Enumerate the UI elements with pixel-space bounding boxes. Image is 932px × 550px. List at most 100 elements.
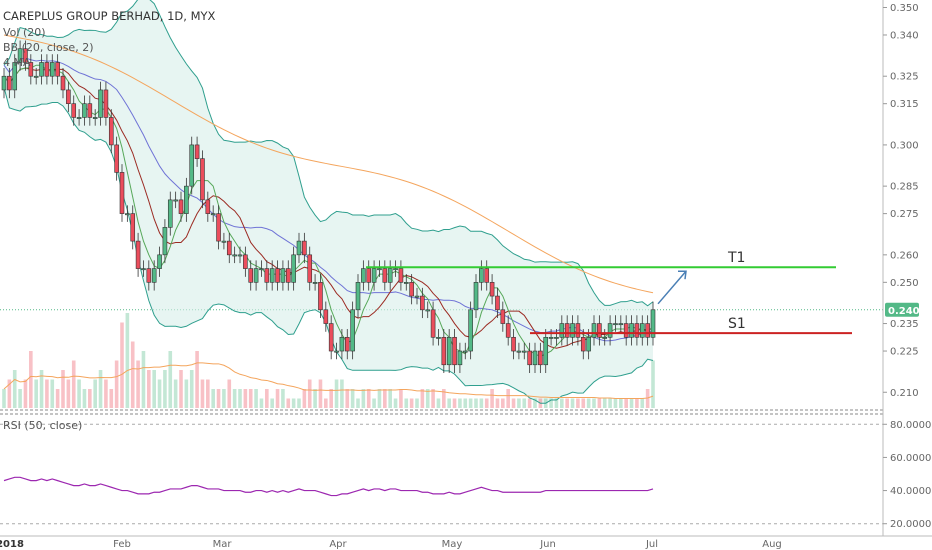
candle: [259, 260, 264, 277]
volume-bar: [88, 389, 92, 408]
candle: [355, 274, 361, 319]
candle: [1, 67, 7, 99]
candle-body: [366, 268, 372, 283]
candle: [473, 274, 479, 319]
candle: [554, 329, 559, 346]
volume-bar: [259, 398, 264, 408]
volume-bar: [189, 370, 194, 408]
volume-bar: [436, 398, 441, 408]
candle-body: [580, 336, 586, 352]
volume-bar: [527, 398, 532, 408]
volume-bar: [173, 379, 178, 408]
candle: [334, 342, 339, 360]
candle: [521, 342, 527, 360]
candle: [226, 232, 232, 264]
volume-bar: [388, 389, 392, 408]
candle-body: [259, 268, 264, 271]
volume-bar: [243, 389, 248, 408]
candle: [210, 205, 216, 222]
candle: [146, 260, 152, 291]
bollinger-lower: [3, 87, 654, 404]
volume-bar: [157, 379, 162, 408]
candle: [575, 315, 581, 346]
candle: [559, 315, 565, 346]
price-tick-label: 0.225: [890, 347, 919, 358]
volume-bar: [98, 370, 103, 408]
candle-body: [446, 336, 452, 366]
candle: [393, 260, 398, 277]
candle: [269, 260, 275, 291]
candle-body: [639, 323, 645, 338]
volume-bar: [431, 389, 435, 408]
volume-bar: [463, 398, 468, 408]
candle-body: [613, 323, 618, 326]
candle: [114, 136, 119, 181]
volume-bar: [442, 389, 446, 408]
volume-bar: [291, 398, 296, 408]
time-tick-label: Apr: [329, 539, 347, 550]
candle: [339, 329, 345, 360]
candle-body: [430, 309, 436, 338]
candle-body: [28, 62, 34, 77]
candle: [194, 136, 200, 167]
candle-body: [371, 268, 377, 283]
volume-bar: [372, 398, 376, 408]
candle-body: [12, 62, 18, 91]
volume-bar: [39, 370, 44, 408]
volume-bar: [366, 389, 371, 408]
price-tick-label: 0.285: [890, 182, 919, 193]
volume-bar: [286, 398, 291, 408]
candle-body: [76, 117, 82, 119]
candle: [328, 315, 334, 360]
candle-body: [232, 254, 237, 257]
candle: [527, 342, 532, 374]
projection-arrow: [657, 270, 687, 305]
candle-body: [452, 336, 457, 366]
candle-body: [119, 172, 125, 214]
candle-body: [591, 323, 597, 338]
candle: [409, 274, 414, 305]
candle: [71, 95, 77, 126]
volume-bar: [200, 379, 205, 408]
candle-body: [1, 75, 7, 91]
candle-body: [575, 323, 581, 338]
candle-body: [387, 268, 393, 283]
volume-bar: [45, 379, 49, 408]
candle-body: [71, 103, 77, 118]
candle: [60, 67, 66, 99]
candle-body: [538, 350, 543, 366]
candle: [382, 260, 388, 291]
candle: [82, 95, 87, 126]
candle: [44, 54, 50, 85]
volume-bar: [629, 398, 634, 408]
volume-bar: [640, 398, 645, 408]
price-tick-label: 0.250: [890, 278, 919, 289]
volume-bar: [447, 398, 451, 408]
candle: [489, 274, 495, 305]
candle-body: [44, 62, 50, 77]
time-tick-label: May: [442, 539, 463, 550]
candle-body: [355, 282, 361, 311]
time-tick-label: Feb: [113, 539, 131, 550]
candle-body: [403, 282, 409, 284]
volume-bar: [163, 370, 167, 408]
rsi-legend: RSI (50, close): [3, 419, 83, 432]
candle: [130, 205, 136, 250]
time-tick-label: Mar: [213, 539, 233, 550]
candle: [275, 260, 280, 291]
candle-body: [194, 144, 200, 159]
volume-bar: [399, 389, 403, 408]
candle: [441, 329, 447, 374]
candle-body: [527, 350, 532, 366]
volume-bar: [147, 370, 151, 408]
candle-body: [125, 213, 130, 216]
candle: [243, 246, 248, 277]
volume-bar: [377, 389, 382, 408]
price-tick-label: 0.235: [890, 319, 919, 330]
candle: [178, 191, 184, 222]
candle-body: [382, 268, 388, 283]
volume-bar: [66, 379, 71, 408]
price-tick-label: 0.210: [890, 388, 919, 399]
candle-body: [237, 254, 243, 257]
